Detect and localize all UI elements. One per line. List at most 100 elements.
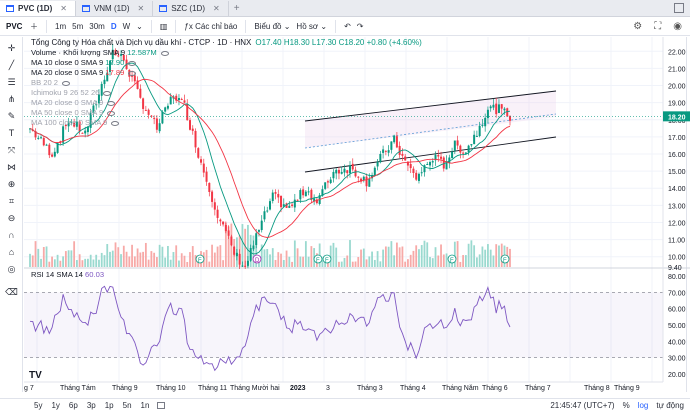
price-axis[interactable]: 22.0021.0020.0019.0018.0017.0016.0015.00… <box>24 37 690 382</box>
candle-body <box>81 132 84 134</box>
fullscreen-icon[interactable]: ⛶ <box>654 20 662 32</box>
magnet-icon[interactable]: ∩ <box>8 230 15 240</box>
add-tab-icon[interactable]: + <box>233 3 240 14</box>
tab-szc[interactable]: SZC (1D) ✕ <box>153 1 229 16</box>
candle-style-icon[interactable]: ▥ <box>159 21 168 31</box>
volume-bar <box>332 242 335 267</box>
range-6p[interactable]: 6p <box>68 401 78 410</box>
eye-icon[interactable]: ◎ <box>7 264 16 274</box>
interval-w[interactable]: W <box>122 21 131 31</box>
horizontal-lines-icon[interactable]: ☰ <box>7 77 16 87</box>
range-1p[interactable]: 1p <box>104 401 114 410</box>
interval-1m[interactable]: 1m <box>55 21 67 31</box>
trash-icon[interactable]: ⌫ <box>5 287 18 297</box>
brush-icon[interactable]: ✎ <box>7 111 16 121</box>
calendar-icon[interactable] <box>157 402 166 409</box>
indicator-row[interactable]: Ichimoku 9 26 52 26 <box>31 88 422 98</box>
close-icon[interactable]: ✕ <box>60 4 67 13</box>
indicator-row[interactable]: MA 20 close 0 SMA 9 17.89 <box>31 68 422 78</box>
indicator-row[interactable]: BB 20 2 <box>31 78 422 88</box>
crosshair-icon[interactable]: ✛ <box>7 43 16 53</box>
visibility-eye-icon[interactable] <box>160 50 169 56</box>
visibility-eye-icon[interactable] <box>103 90 112 96</box>
candle-body <box>211 191 214 202</box>
volume-bar <box>431 258 434 267</box>
tab-vnm[interactable]: VNM (1D) ✕ <box>76 1 154 16</box>
candle-body <box>373 167 376 176</box>
candle-body <box>67 122 70 127</box>
volume-bar <box>244 228 247 267</box>
lock-icon[interactable]: ⌂ <box>8 247 15 257</box>
time-tick: Tháng 7 <box>525 385 551 392</box>
candle-body <box>360 178 363 182</box>
time-axis[interactable]: g 7 Tháng Tám Tháng 9 Tháng 10 Tháng 11 Tháng… <box>24 381 663 392</box>
visibility-eye-icon[interactable] <box>111 120 120 126</box>
volume-bar <box>409 254 412 267</box>
range-5y[interactable]: 5y <box>34 401 43 410</box>
forecast-icon[interactable]: ⋈ <box>7 162 16 172</box>
redo-icon[interactable]: ↷ <box>356 21 364 31</box>
indicator-row[interactable]: MA 20 close 0 SMA 9 <box>31 98 422 108</box>
range-1y[interactable]: 1y <box>51 401 60 410</box>
indicator-row[interactable]: MA 50 close 0 SMA 9 <box>31 108 422 118</box>
interval-30m[interactable]: 30m <box>89 21 105 31</box>
indicator-label: MA 20 close 0 SMA 9 <box>31 98 104 107</box>
volume-bar <box>340 261 343 267</box>
chart-menu-button[interactable]: Biểu đồ ⌄ <box>254 21 291 31</box>
time-tick: Tháng 9 <box>112 385 138 392</box>
indicator-row[interactable]: MA 100 close 0 SMA 9 <box>31 118 422 128</box>
settings-icon[interactable]: ⚙ <box>633 20 643 32</box>
event-marker-label: F <box>503 258 507 264</box>
range-1n[interactable]: 1n <box>140 401 150 410</box>
snapshot-icon[interactable]: ◉ <box>673 20 682 32</box>
visibility-eye-icon[interactable] <box>128 60 137 66</box>
auto-toggle[interactable]: tự động <box>656 401 684 410</box>
ruler-icon[interactable]: ⌗ <box>8 196 15 206</box>
volume-bar <box>260 244 263 267</box>
log-toggle[interactable]: log <box>637 401 649 410</box>
zoom-icon[interactable]: ⊖ <box>7 213 16 223</box>
tab-pvc[interactable]: PVC (1D) ✕ <box>0 1 76 16</box>
add-compare-icon[interactable]: ＋ <box>30 21 38 31</box>
interval-dropdown-icon[interactable]: ⌄ <box>136 21 143 31</box>
rsi-axis[interactable]: 80.00 70.00 60.00 50.00 40.00 30.00 20.00 <box>668 274 686 379</box>
visibility-eye-icon[interactable] <box>107 100 116 106</box>
undo-icon[interactable]: ↶ <box>344 21 351 31</box>
indicator-row[interactable]: MA 10 close 0 SMA 9 17.90 <box>31 58 422 68</box>
tradingview-logo[interactable]: TV <box>29 370 42 381</box>
volume-bar <box>412 250 415 267</box>
interval-5m[interactable]: 5m <box>72 21 84 31</box>
shapes-icon[interactable]: ⊕ <box>7 179 16 189</box>
trendline-icon[interactable]: ╱ <box>8 60 15 70</box>
volume-bar <box>150 251 153 267</box>
range-3p[interactable]: 3p <box>86 401 96 410</box>
close-icon[interactable]: ✕ <box>137 4 145 13</box>
volume-bar <box>478 254 481 267</box>
volume-bar <box>114 242 117 267</box>
text-icon[interactable]: T <box>8 128 15 138</box>
close-icon[interactable]: ✕ <box>212 4 220 13</box>
volume-bar <box>509 248 511 267</box>
event-marker <box>322 254 332 264</box>
volume-bar <box>186 261 189 267</box>
candle-body <box>84 130 87 134</box>
profile-menu-button[interactable]: Hồ sơ ⌄ <box>296 21 328 31</box>
indicator-row[interactable]: Volume · Khối lượng SMA 9 12.587M <box>31 48 422 58</box>
symbol-search[interactable]: PVC <box>6 21 23 31</box>
ohlc-values: O17.40 H18.30 L17.30 C18.20 +0.80 (+4.60… <box>255 38 422 47</box>
indicator-label: MA 100 close 0 SMA 9 <box>31 118 108 127</box>
indicators-button[interactable]: ƒx Các chỉ báo <box>184 21 238 31</box>
visibility-eye-icon[interactable] <box>128 70 137 76</box>
visibility-eye-icon[interactable] <box>107 110 116 116</box>
volume-bar <box>420 245 423 267</box>
range-5n[interactable]: 5n <box>122 401 132 410</box>
price-tick: 21.00 <box>668 66 686 73</box>
percent-toggle[interactable]: % <box>622 401 630 410</box>
volume-bar <box>351 261 354 267</box>
pattern-icon[interactable]: ⤧ <box>7 145 16 155</box>
fib-icon[interactable]: ⋔ <box>7 94 16 104</box>
visibility-eye-icon[interactable] <box>62 80 71 86</box>
interval-d[interactable]: D <box>110 21 117 31</box>
candle-body <box>75 121 78 127</box>
window-icon[interactable] <box>674 3 684 13</box>
